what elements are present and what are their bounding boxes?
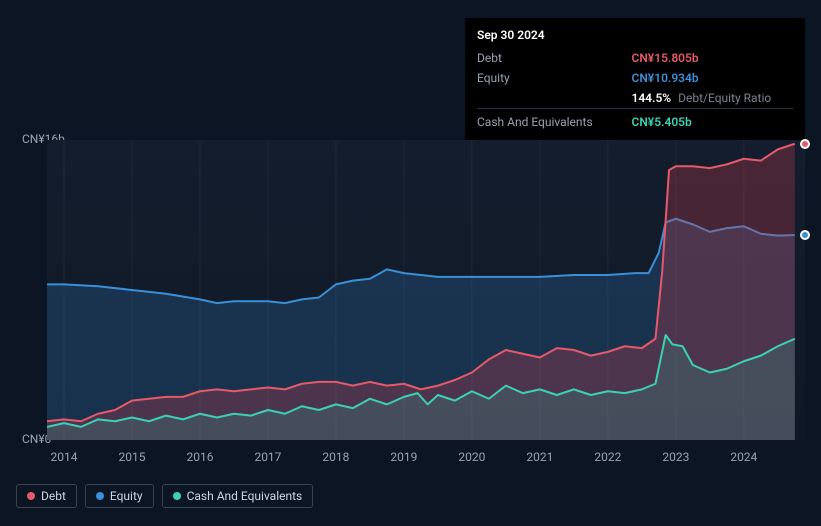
tooltip-row-value: 144.5% Debt/Equity Ratio — [631, 88, 793, 109]
x-axis-tick: 2018 — [322, 450, 349, 464]
x-axis-tick: 2014 — [50, 450, 77, 464]
chart-svg — [47, 140, 805, 440]
legend-label: Cash And Equivalents — [187, 489, 303, 503]
legend-item[interactable]: Cash And Equivalents — [162, 484, 314, 508]
tooltip-date: Sep 30 2024 — [477, 26, 793, 44]
tooltip-row-label: Debt — [477, 48, 631, 68]
legend-swatch — [96, 492, 104, 500]
tooltip-row-value: CN¥5.405b — [631, 109, 793, 133]
x-axis-tick: 2019 — [390, 450, 417, 464]
legend-swatch — [27, 492, 35, 500]
x-axis: 2014 2015 2016 2017 2018 2019 2020 2021 2022 2023… — [47, 450, 805, 470]
tooltip-row-value: CN¥15.805b — [631, 48, 793, 68]
x-axis-tick: 2020 — [458, 450, 485, 464]
x-axis-tick: 2015 — [118, 450, 145, 464]
tooltip-row-value: CN¥10.934b — [631, 68, 793, 88]
tooltip-row-label — [477, 88, 631, 109]
chart-legend: Debt Equity Cash And Equivalents — [16, 484, 313, 508]
legend-item[interactable]: Equity — [85, 484, 154, 508]
x-axis-tick: 2024 — [730, 450, 757, 464]
series-end-marker — [800, 139, 810, 149]
x-axis-tick: 2016 — [186, 450, 213, 464]
x-axis-tick: 2017 — [254, 450, 281, 464]
tooltip-row-label: Equity — [477, 68, 631, 88]
legend-swatch — [173, 492, 181, 500]
tooltip-table: DebtCN¥15.805bEquityCN¥10.934b144.5% Deb… — [477, 48, 793, 132]
legend-label: Debt — [41, 489, 66, 503]
tooltip-row-label: Cash And Equivalents — [477, 109, 631, 133]
legend-label: Equity — [110, 489, 143, 503]
legend-item[interactable]: Debt — [16, 484, 77, 508]
x-axis-tick: 2023 — [662, 450, 689, 464]
chart-tooltip: Sep 30 2024 DebtCN¥15.805bEquityCN¥10.93… — [465, 18, 805, 140]
chart-plot-area — [47, 140, 805, 440]
series-end-marker — [800, 230, 810, 240]
x-axis-tick: 2022 — [594, 450, 621, 464]
x-axis-tick: 2021 — [526, 450, 553, 464]
